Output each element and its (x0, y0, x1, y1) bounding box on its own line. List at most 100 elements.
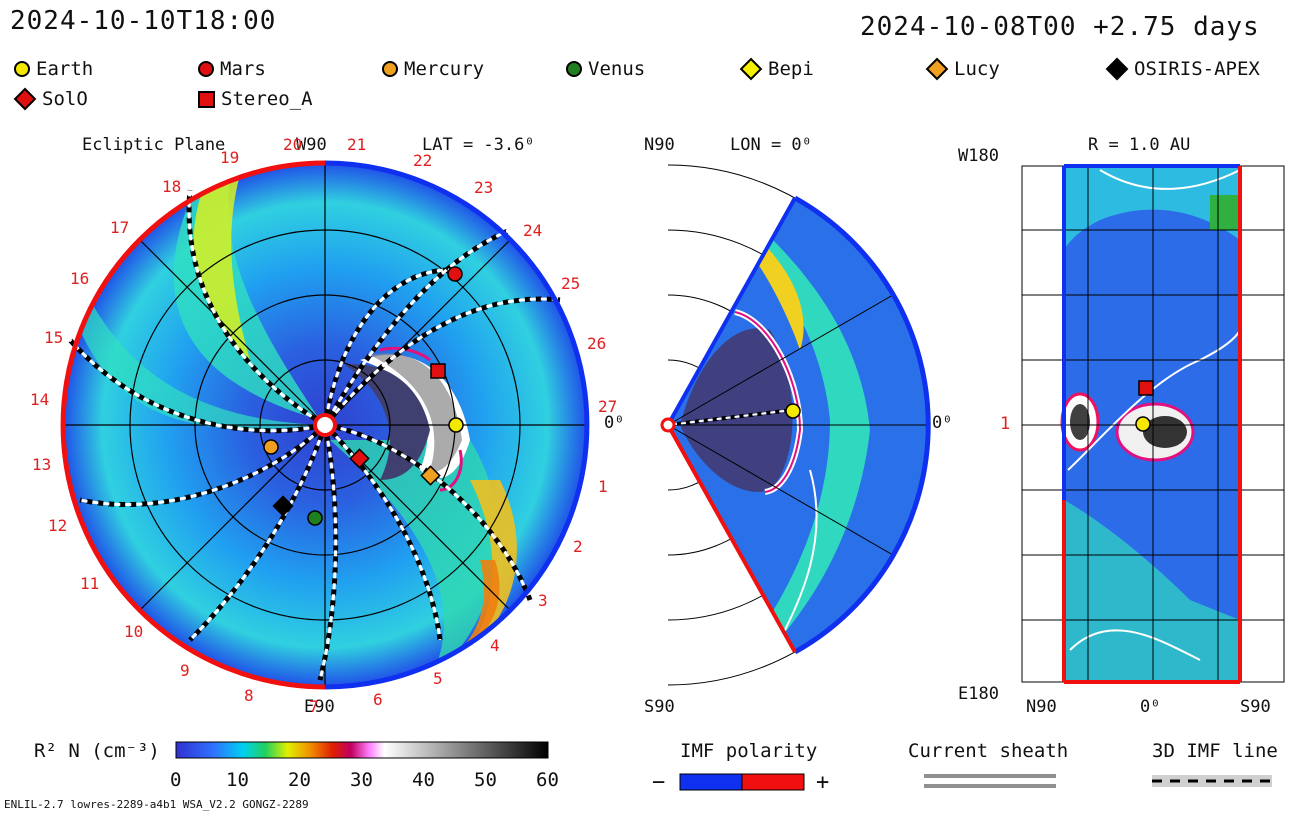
colorbar-tick: 60 (536, 769, 559, 791)
stereo-a-marker (430, 363, 446, 379)
carrington-tick: 21 (347, 135, 366, 154)
legend-label: SolO (42, 88, 88, 110)
carrington-tick: 10 (124, 622, 143, 641)
legend-label: Mercury (404, 58, 485, 80)
earth-marker (448, 417, 464, 433)
legend-mercury: Mercury (382, 58, 484, 80)
legend-solo: SolO (13, 87, 88, 111)
lat-lon-map-plot (1021, 164, 1285, 684)
carrington-tick: 7 (309, 697, 319, 716)
imf-line-label: 3D IMF line (1152, 740, 1278, 762)
carrington-tick: 6 (373, 690, 383, 709)
meridional-lon-label: LON = 0⁰ (730, 135, 812, 155)
colorbar-tick: 50 (474, 769, 497, 791)
density-colorbar (175, 741, 549, 759)
meridional-0deg-label: 0⁰ (932, 413, 953, 433)
map-0deg-label: 0⁰ (1140, 697, 1161, 717)
legend-mars: Mars (198, 58, 266, 80)
carrington-tick: 12 (48, 516, 67, 535)
carrington-tick: 20 (283, 135, 302, 154)
carrington-tick: 27 (598, 397, 617, 416)
ecliptic-title: Ecliptic Plane (82, 135, 226, 155)
imf-negative-swatch (679, 773, 743, 791)
mercury-marker (263, 439, 279, 455)
carrington-longitude-labels: 1 2 3 4 5 6 7 8 9 10 11 12 13 14 15 16 1… (30, 135, 617, 716)
colorbar-tick: 0 (170, 769, 181, 791)
solo-marker (349, 448, 370, 469)
carrington-tick: 18 (162, 177, 181, 196)
legend-label: Mars (220, 58, 266, 80)
legend-label: Venus (588, 58, 646, 80)
legend-label: Bepi (768, 58, 814, 80)
legend-lucy: Lucy (925, 57, 1000, 81)
map-s90-label: S90 (1240, 697, 1271, 717)
legend-bepi: Bepi (739, 57, 814, 81)
carrington-tick: 11 (80, 574, 99, 593)
current-sheath-icon (924, 774, 1056, 788)
carrington-tick: 1 (598, 477, 608, 496)
imf-plus-label: + (816, 770, 830, 795)
colorbar-label: R² N (cm⁻³) (34, 740, 160, 762)
legend-earth: Earth (14, 58, 93, 80)
imf-minus-label: − (652, 770, 666, 795)
venus-marker-icon (566, 61, 582, 77)
legend-label: Earth (36, 58, 94, 80)
carrington-tick: 15 (44, 328, 63, 347)
radial-distance-label: R = 1.0 AU (1088, 135, 1191, 155)
stereo-a-marker-map (1138, 380, 1154, 396)
ecliptic-w90-label: W90 (296, 135, 327, 155)
carrington-tick: 5 (433, 669, 443, 688)
colorbar-tick: 10 (226, 769, 249, 791)
mercury-marker-icon (382, 61, 398, 77)
carrington-tick: 2 (573, 537, 583, 556)
map-e180-label: E180 (958, 684, 999, 704)
carrington-tick: 17 (110, 218, 129, 237)
earth-marker-icon (14, 61, 30, 77)
legend-label: OSIRIS-APEX (1134, 58, 1260, 80)
ecliptic-lat-label: LAT = -3.6⁰ (422, 135, 535, 155)
imf-polarity-label: IMF polarity (680, 740, 818, 762)
carrington-tick: 3 (538, 591, 548, 610)
osiris-apex-marker (272, 495, 294, 517)
venus-marker (307, 510, 323, 526)
current-sheath-label: Current sheath (908, 740, 1069, 762)
carrington-tick: 25 (561, 274, 580, 293)
legend-osiris-apex: OSIRIS-APEX (1105, 57, 1260, 81)
carrington-tick: 14 (30, 390, 49, 409)
earth-marker-meridional (785, 403, 801, 419)
legend-venus: Venus (566, 58, 645, 80)
carrington-tick: 26 (587, 334, 606, 353)
legend-label: Stereo_A (221, 88, 313, 110)
map-mid-label: 1 (1000, 414, 1011, 434)
legend-label: Lucy (954, 58, 1000, 80)
mars-marker-icon (198, 61, 214, 77)
map-w180-label: W180 (958, 146, 999, 166)
carrington-tick: 13 (32, 455, 51, 474)
ecliptic-0deg-label: 0⁰ (604, 413, 625, 433)
stereo-a-marker-icon (198, 90, 215, 108)
model-timestamp: 2024-10-10T18:00 (10, 6, 277, 36)
carrington-tick: 4 (490, 636, 500, 655)
carrington-tick: 19 (220, 148, 239, 167)
imf-positive-swatch (741, 773, 805, 791)
earth-marker-map (1135, 416, 1151, 432)
ecliptic-plane-plot (60, 160, 590, 690)
lucy-marker (420, 465, 441, 486)
colorbar-ticks: 0 10 20 30 40 50 60 (170, 769, 559, 791)
model-version-footer: ENLIL-2.7 lowres-2289-a4b1 WSA_V2.2 GONG… (4, 798, 309, 811)
carrington-tick: 8 (244, 686, 254, 705)
carrington-tick: 22 (413, 151, 432, 170)
carrington-tick: 16 (70, 269, 89, 288)
legend-stereo-a: Stereo_A (198, 88, 313, 110)
carrington-tick: 24 (523, 221, 542, 240)
colorbar-tick: 30 (350, 769, 373, 791)
mars-marker (447, 266, 463, 282)
map-n90-label: N90 (1026, 697, 1057, 717)
meridional-n90-label: N90 (644, 135, 675, 155)
carrington-tick: 23 (474, 178, 493, 197)
meridional-s90-label: S90 (644, 697, 675, 717)
colorbar-tick: 20 (288, 769, 311, 791)
ecliptic-e90-label: E90 (304, 697, 335, 717)
carrington-tick: 9 (180, 661, 190, 680)
